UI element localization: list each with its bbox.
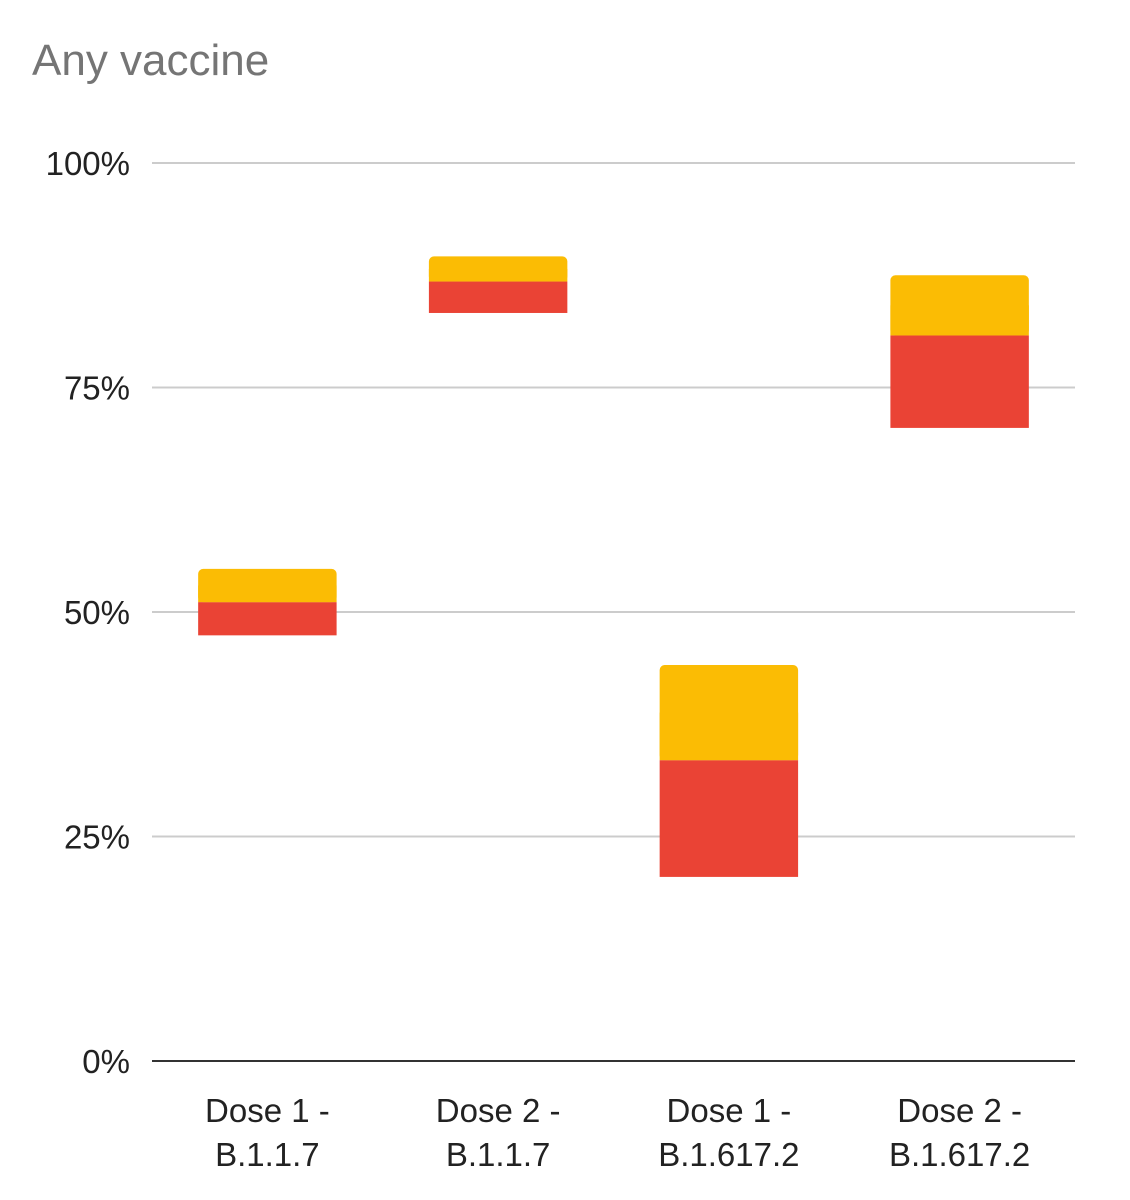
x-category-label: Dose 2 - bbox=[436, 1092, 561, 1129]
x-category-label: B.1.1.7 bbox=[215, 1136, 320, 1173]
bar-segment bbox=[890, 335, 1029, 428]
y-tick-label: 50% bbox=[64, 594, 130, 631]
bar-segment bbox=[659, 760, 799, 877]
bar-segment-fill bbox=[428, 268, 568, 282]
y-tick-label: 25% bbox=[64, 819, 130, 856]
y-tick-label: 75% bbox=[64, 370, 130, 407]
bar-segment bbox=[428, 281, 568, 313]
x-category-label: Dose 1 - bbox=[205, 1092, 330, 1129]
chart-title: Any vaccine bbox=[32, 36, 270, 85]
bars bbox=[198, 256, 1029, 877]
x-category-label: B.1.1.7 bbox=[446, 1136, 551, 1173]
axis-labels: 0% 25% 50% 75% 100% Dose 1 - B.1.1.7 Dose 2 - B.… bbox=[46, 145, 1031, 1173]
y-tick-label: 100% bbox=[46, 145, 130, 182]
bar-segment-fill bbox=[659, 712, 799, 761]
gridlines bbox=[152, 162, 1075, 838]
bar-segment-fill bbox=[890, 305, 1029, 336]
bar-segment bbox=[198, 602, 337, 636]
x-category-label: Dose 2 - bbox=[897, 1092, 1022, 1129]
y-tick-label: 0% bbox=[82, 1043, 130, 1080]
x-category-label: B.1.617.2 bbox=[889, 1136, 1030, 1173]
bar-segment-fill bbox=[198, 585, 337, 603]
x-category-label: Dose 1 - bbox=[667, 1092, 792, 1129]
x-category-label: B.1.617.2 bbox=[658, 1136, 799, 1173]
